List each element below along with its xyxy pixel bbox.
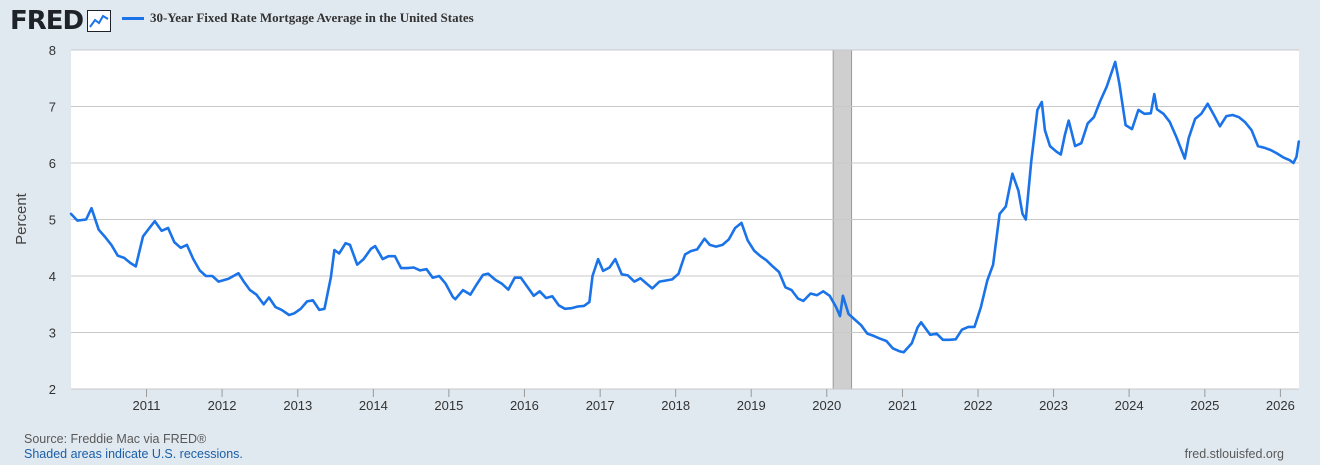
x-tick-label: 2016 xyxy=(510,398,539,413)
recession-note[interactable]: Shaded areas indicate U.S. recessions. xyxy=(24,447,243,461)
fred-logo[interactable]: FRED xyxy=(10,6,84,36)
y-axis-label: Percent xyxy=(13,192,30,245)
legend-label[interactable]: 30-Year Fixed Rate Mortgage Average in t… xyxy=(150,10,474,25)
gridlines xyxy=(71,49,1299,390)
y-tick-label: 5 xyxy=(49,213,56,228)
y-tick-label: 6 xyxy=(49,156,56,171)
line-chart: 2 3 4 5 6 7 8 2011 2012 2013 2014 2015 2016 2017 2018… xyxy=(13,43,1301,413)
x-tick-label: 2012 xyxy=(208,398,237,413)
y-tick-label: 2 xyxy=(49,382,56,397)
x-tick-label: 2024 xyxy=(1115,398,1144,413)
y-tick-label: 4 xyxy=(49,269,56,284)
x-tick-label: 2026 xyxy=(1266,398,1295,413)
x-tick-labels: 2011 2012 2013 2014 2015 2016 2017 2018 2019 2020… xyxy=(133,389,1295,413)
x-tick-label: 2021 xyxy=(888,398,917,413)
x-tick-label: 2011 xyxy=(133,398,161,413)
x-tick-label: 2019 xyxy=(737,398,766,413)
series-line[interactable] xyxy=(69,60,1301,354)
footer-notes: Source: Freddie Mac via FRED® Shaded are… xyxy=(24,432,243,462)
legend: 30-Year Fixed Rate Mortgage Average in t… xyxy=(122,10,474,26)
x-tick-label: 2017 xyxy=(586,398,615,413)
legend-swatch xyxy=(122,16,144,20)
y-tick-label: 7 xyxy=(49,100,56,115)
y-tick-label: 3 xyxy=(49,326,56,341)
x-tick-label: 2025 xyxy=(1190,398,1219,413)
x-tick-label: 2015 xyxy=(434,398,463,413)
y-tick-label: 8 xyxy=(49,43,56,58)
fred-header: FRED xyxy=(10,6,112,36)
x-tick-label: 2022 xyxy=(964,398,993,413)
x-tick-label: 2014 xyxy=(359,398,388,413)
chart-line-icon xyxy=(87,10,112,32)
site-url[interactable]: fred.stlouisfed.org xyxy=(1184,447,1284,461)
y-tick-labels: 2 3 4 5 6 7 8 xyxy=(49,43,56,397)
x-tick-label: 2020 xyxy=(812,398,841,413)
x-tick-label: 2013 xyxy=(283,398,312,413)
source-note: Source: Freddie Mac via FRED® xyxy=(24,432,207,446)
x-tick-label: 2023 xyxy=(1039,398,1068,413)
x-tick-label: 2018 xyxy=(661,398,690,413)
